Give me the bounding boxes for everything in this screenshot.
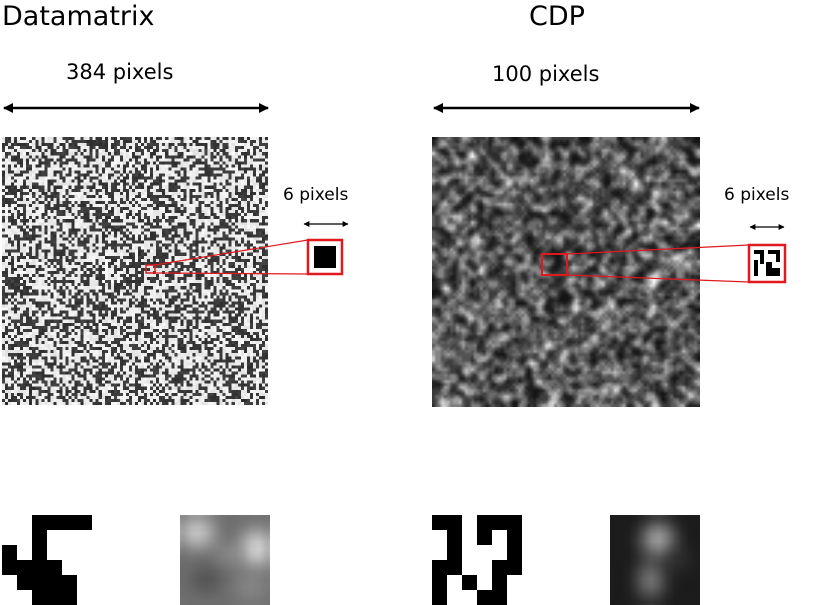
cdp-zoom-binary-image <box>432 515 522 605</box>
cdp-zoom-label: 6 pixels <box>724 185 790 205</box>
cdp-title: CDP <box>529 1 585 32</box>
cdp-width-label: 100 pixels <box>492 62 600 86</box>
datamatrix-zoom-printed-image <box>180 515 270 605</box>
datamatrix-selection-box <box>145 264 156 274</box>
cdp-callout-line-top <box>566 244 750 255</box>
cdp-callout-line-bottom <box>566 274 750 283</box>
datamatrix-zoom-binary-image <box>2 515 92 605</box>
cdp-selection-box <box>541 253 568 276</box>
datamatrix-zoom-module <box>314 246 336 268</box>
datamatrix-zoom-label: 6 pixels <box>283 185 349 205</box>
datamatrix-width-label: 384 pixels <box>66 60 174 84</box>
datamatrix-code-image <box>2 137 268 405</box>
datamatrix-callout-line-bottom <box>154 272 309 275</box>
cdp-zoom-printed-image <box>610 515 700 605</box>
datamatrix-title: Datamatrix <box>2 1 155 32</box>
datamatrix-callout-line-top <box>154 239 309 266</box>
cdp-zoom-glyph <box>754 250 780 276</box>
